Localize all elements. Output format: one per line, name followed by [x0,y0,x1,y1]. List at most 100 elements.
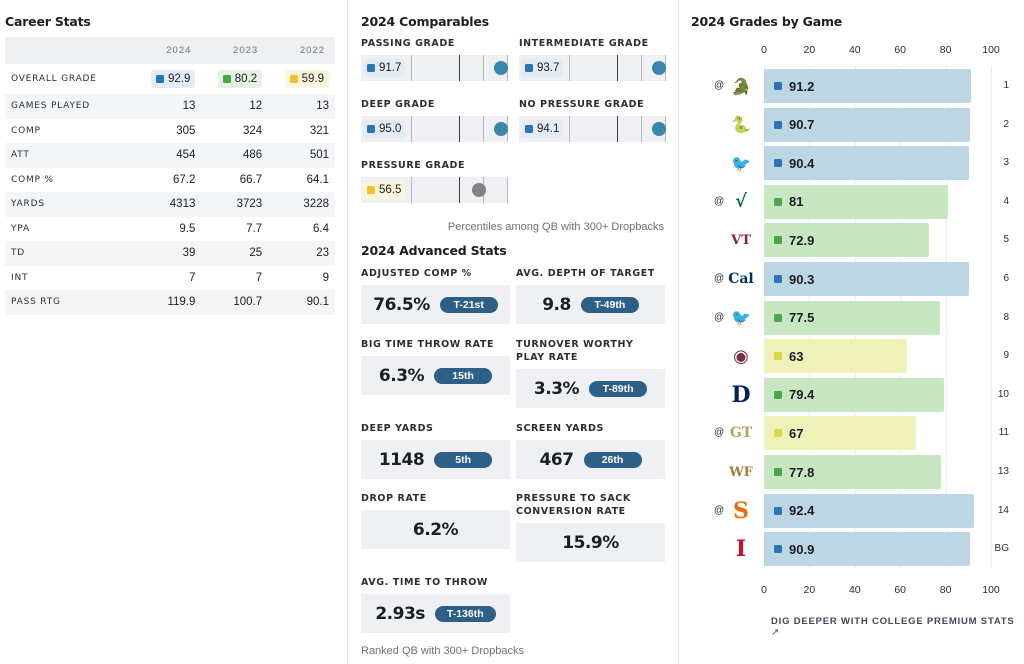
grade-color-square [774,506,782,515]
stat-cell: 13 [134,94,202,119]
florida-gators-logo[interactable]: 🐊 [731,76,751,96]
iowa-state-logo[interactable]: I [735,536,747,563]
syracuse-logo[interactable]: S [733,497,749,524]
grade-value: 95.0 [379,123,402,135]
stat-cell: 321 [309,124,329,137]
grade-color-square [774,197,782,206]
advanced-stat-box: 6.3% 15th [361,356,510,395]
external-link-icon: ↗ [771,627,780,638]
percentile-bar: 94.1 [519,116,666,142]
table-row: COMP % 67.2 66.7 64.1 [5,168,335,193]
grade-bar-value: 90.9 [789,541,815,557]
grade-badge: 93.7 [521,59,564,77]
virginia-tech-logo[interactable]: VT [731,232,751,248]
game-row: ◉ 63 9 [689,338,1024,374]
percentile-marker [471,183,486,197]
percentile-bar: 56.5 [361,177,508,203]
grade-bar[interactable]: 77.8 [764,455,941,489]
table-header-blank [5,37,135,64]
florida-state-logo[interactable]: ◉ [733,345,749,367]
advanced-stat: TURNOVER WORTHY PLAY RATE 3.3% T-89th [516,338,665,408]
gridline [945,66,947,568]
grade-bar[interactable]: 92.4 [764,493,974,528]
duke-logo[interactable]: D [731,381,751,408]
louisville-cardinal-logo[interactable]: 🐦 [731,153,751,173]
game-week-label: BG [994,543,1009,555]
percentile-bar: 95.0 [361,116,508,142]
grade-color-square [774,313,782,322]
advanced-stat-value: 6.3% [378,365,425,386]
grade-color-square [367,125,375,133]
grade-bar[interactable]: 90.3 [764,262,969,296]
stat-cell: 67.2 [172,173,196,186]
rank-badge: 15th [434,367,493,384]
game-row: WF 77.8 13 [689,454,1024,490]
advanced-stat-label: AVG. TIME TO THROW [361,577,489,588]
away-indicator: @ [714,273,725,284]
louisville-cardinal-logo[interactable]: 🐦 [731,308,751,328]
advanced-stat-box: 9.8 T-49th [516,285,665,324]
game-week-label: 9 [1003,350,1009,362]
comparable-label: INTERMEDIATE GRADE [519,38,649,49]
grade-bar[interactable]: 63 [764,339,907,374]
advanced-stat-label: ADJUSTED COMP % [361,268,472,279]
dig-deeper-label[interactable]: DIG DEEPER WITH COLLEGE PREMIUM STATS [771,616,1015,627]
column-header-2024: 2024 [134,37,202,64]
grade-color-square [222,75,231,83]
percentile-note: Percentiles among QB with 300+ Dropbacks [447,221,664,233]
stat-cell: 501 [268,143,335,168]
grades-by-game-panel: 2024 Grades by Game 0 0 20 20 40 40 60 60 80 80 10… [689,0,1024,664]
comparable-grade: INTERMEDIATE GRADE 93.7 [519,38,669,81]
dig-deeper-link[interactable]: DIG DEEPER WITH COLLEGE PREMIUM STATS ↗ [771,616,1024,638]
stat-cell: 305 [176,124,196,137]
advanced-stat-box: 2.93s T-136th [361,594,510,633]
percentile-marker [652,61,666,75]
stat-cell: 6.4 [313,222,329,235]
advanced-stat-label: TURNOVER WORTHY PLAY RATE [516,339,634,363]
grade-bar[interactable]: 90.9 [764,532,971,567]
grade-bar-value: 63 [789,348,804,364]
career-stats-panel: Career Stats 2024 2023 2022 OVERALL GRAD… [5,0,335,664]
game-week-label: 2 [1003,118,1009,130]
grade-bar[interactable]: 77.5 [764,300,940,335]
percentile-tick [411,177,412,203]
rank-badge: T-49th [580,296,639,313]
grade-cell: 92.9 [135,64,202,94]
comparable-label: NO PRESSURE GRADE [519,99,645,110]
grade-color-square [774,468,782,476]
advanced-stat-box: 15.9% [516,523,665,562]
advanced-stat: PRESSURE TO SACK CONVERSION RATE 15.9% [516,492,665,562]
grade-badge: 80.2 [217,70,263,88]
percentile-tick [459,177,460,203]
percentile-tick [483,55,484,81]
grade-bar[interactable]: 90.7 [764,107,970,142]
famu-logo[interactable]: 🐍 [731,115,751,135]
grade-badge: 56.5 [363,181,406,199]
grade-bar[interactable]: 67 [764,416,917,451]
grade-bar[interactable]: 79.4 [764,377,945,412]
usf-bulls-logo[interactable]: √ [735,191,747,213]
table-row: YPA 9.5 7.7 6.4 [5,217,335,242]
row-label: COMP % [11,174,54,185]
wake-forest-logo[interactable]: WF [729,464,753,480]
grade-bar-value: 91.2 [789,78,815,94]
cal-logo[interactable]: Cal [728,271,754,287]
advanced-stat: SCREEN YARDS 467 26th [516,422,665,479]
grade-bar[interactable]: 81 [764,184,948,219]
grade-bar[interactable]: 90.4 [764,146,970,181]
column-header-2022: 2022 [268,37,335,64]
stat-cell: 100.7 [201,290,269,315]
grade-bar[interactable]: 72.9 [764,223,930,258]
axis-tick-label-top: 0 [761,44,767,56]
advanced-stat: DEEP YARDS 1148 5th [361,422,510,479]
advanced-stat-box: 6.2% [361,510,510,549]
table-row: COMP 305 324 321 [5,119,335,144]
georgia-tech-logo[interactable]: GT [729,425,753,442]
grade-color-square [774,429,782,438]
advanced-stat-box: 1148 5th [361,440,510,479]
game-week-label: 8 [1003,311,1009,323]
table-row: INT 7 7 9 [5,266,335,291]
comparables-title: 2024 Comparables [361,14,489,29]
stat-cell: 3723 [201,192,269,217]
grade-bar[interactable]: 91.2 [764,69,972,103]
